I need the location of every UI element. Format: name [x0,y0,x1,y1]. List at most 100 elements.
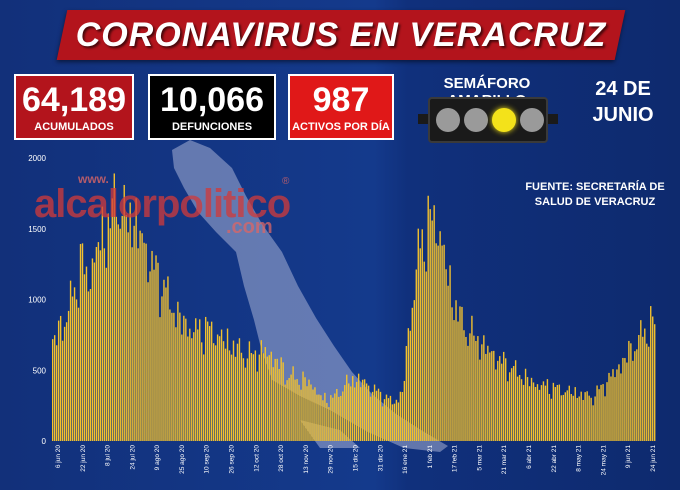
bar [272,367,274,441]
x-tick-label: 22 abr 21 [551,445,558,473]
bar [250,353,253,441]
bar [197,329,199,441]
page-title: CORONAVIRUS EN VERACRUZ [75,16,607,54]
bar [560,395,563,441]
bar [52,339,54,441]
bar [461,306,463,441]
bar [552,382,555,441]
bar [654,324,656,441]
bar [294,379,296,441]
semaforo-arm-right [546,114,558,124]
x-tick-label: 31 dic 20 [377,445,384,472]
bar [282,362,284,441]
bar [298,384,300,441]
bar [457,321,459,441]
stat-defunciones: 10,066 DEFUNCIONES [148,74,276,140]
bar [546,379,549,441]
bar [173,312,175,441]
bar [479,359,481,441]
bar [584,392,586,441]
bar [91,258,94,441]
bar [334,393,336,441]
bar [81,243,84,441]
bar [363,379,366,441]
bar [447,285,449,441]
bar [598,389,600,441]
bar [195,318,197,441]
x-axis: 6 jun 20 22 jun 20 8 jul 20 24 jul 20 9 ago … [55,445,657,476]
x-tick-label: 24 may 21 [600,445,607,476]
bar [135,198,137,441]
stat-defunciones-value: 10,066 [160,81,264,119]
bar [477,336,479,441]
bar [203,354,205,441]
bar [226,328,229,441]
bar [288,377,290,441]
bar [465,336,467,441]
bar [357,373,360,441]
bar [201,342,203,441]
bar [312,389,314,441]
bar [528,386,531,441]
bar [586,391,588,441]
bar [638,335,640,441]
bar [246,358,249,441]
bar [151,250,153,441]
x-tick-label: 22 jun 20 [80,445,87,472]
data-source: FUENTE: SECRETARÍA DE SALUD DE VERACRUZ [525,180,665,210]
bar [185,318,187,441]
bar [540,385,543,441]
bar [256,371,259,441]
bar [417,228,419,441]
bar [79,244,82,441]
bar [421,229,423,441]
bar [167,276,169,441]
bar [403,380,406,441]
bar [161,296,163,441]
y-tick-label: 500 [33,366,47,375]
x-tick-label: 24 jul 20 [129,445,136,470]
bar [439,231,441,441]
bar [618,364,620,441]
watermark-logo: alcalorpolitico [34,182,291,226]
bar [109,228,112,441]
bar [582,399,584,441]
bar [157,262,159,441]
stat-acumulados-value: 64,189 [22,81,126,119]
bar [568,385,570,441]
bar [371,391,374,441]
bar [544,385,547,441]
bar [497,360,499,441]
bar [630,343,632,441]
bar [306,386,308,441]
bar [516,376,519,441]
bar [240,352,243,441]
bar [648,346,650,441]
x-tick-label: 24 jun 21 [650,445,657,472]
bar [624,358,626,441]
bar [640,320,642,441]
bar [115,216,117,441]
report-date-line1: 24 DE [595,78,651,100]
bar [632,360,634,441]
bar [361,379,364,441]
bar [350,386,352,441]
bar [650,306,652,441]
bar [278,369,280,441]
bar [302,371,304,441]
bar [210,321,213,441]
bar [260,340,263,441]
bar [534,386,537,441]
x-tick-label: 25 ago 20 [179,445,186,474]
bar [55,345,58,441]
bar [487,345,489,441]
bar [499,356,501,441]
bar [427,195,429,441]
bar [393,403,396,441]
bar [348,383,350,441]
bar [234,356,237,441]
bar [284,384,286,441]
bar [280,357,282,441]
bar [437,245,439,441]
